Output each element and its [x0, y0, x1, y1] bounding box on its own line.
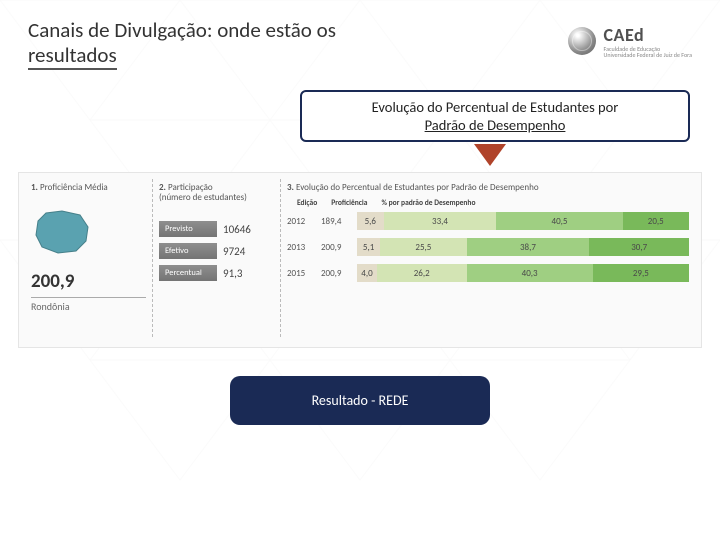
participation-row: Percentual 91,3: [159, 265, 274, 281]
bar-segment: 25,5: [380, 238, 466, 256]
state-map-icon: [31, 207, 93, 255]
state-name: Rondônia: [31, 297, 146, 313]
proficiencia-value: 200,9: [31, 270, 146, 293]
bar-segment: 20,5: [623, 212, 689, 230]
bottom-text: Resultado - REDE: [312, 392, 409, 409]
evol-year: 2013: [287, 242, 321, 253]
results-panel: 1. Proficiência Média 200,9 Rondônia 2. …: [18, 172, 702, 348]
evol-subheader: Edição Proficiência % por padrão de Dese…: [297, 199, 689, 208]
bottom-result-box: Resultado - REDE: [230, 376, 490, 425]
callout-line2: Padrão de Desempenho: [425, 116, 566, 134]
bar-set: 4,026,240,329,5: [357, 264, 689, 282]
col2-head: 2. Participação(número de estudantes): [159, 183, 274, 203]
bar-segment: 40,5: [496, 212, 622, 230]
part-value: 91,3: [223, 267, 242, 280]
col-evolucao: 3. Evolução do Percentual de Estudantes …: [281, 179, 695, 337]
part-label: Efetivo: [159, 243, 217, 259]
bar-set: 5,633,440,520,5: [357, 212, 689, 230]
bar-segment: 30,7: [589, 238, 689, 256]
logo-sphere-icon: [568, 27, 596, 55]
evolution-row: 2012189,45,633,440,520,5: [287, 212, 689, 230]
evol-year: 2012: [287, 216, 321, 227]
bar-segment: 33,4: [384, 212, 497, 230]
participation-row: Efetivo 9724: [159, 243, 274, 259]
bar-segment: 38,7: [467, 238, 590, 256]
part-value: 10646: [223, 223, 251, 236]
callout-line1: Evolução do Percentual de Estudantes por: [372, 98, 619, 116]
callout-box: Evolução do Percentual de Estudantes por…: [300, 90, 690, 142]
bar-segment: 29,5: [593, 264, 689, 282]
col1-head: 1. Proficiência Média: [31, 183, 146, 193]
col3-head: 3. Evolução do Percentual de Estudantes …: [287, 183, 689, 193]
evol-prof: 200,9: [321, 242, 357, 253]
bar-segment: 40,3: [467, 264, 593, 282]
bar-segment: 26,2: [377, 264, 467, 282]
evolution-row: 2015200,94,026,240,329,5: [287, 264, 689, 282]
evol-prof: 189,4: [321, 216, 357, 227]
title-line1: Canais de Divulgação: onde estão os: [28, 17, 336, 43]
title-line2: resultados: [28, 43, 117, 70]
col-proficiencia: 1. Proficiência Média 200,9 Rondônia: [25, 179, 153, 337]
evol-prof: 200,9: [321, 268, 357, 279]
evol-year: 2015: [287, 268, 321, 279]
participation-row: Previsto 10646: [159, 221, 274, 237]
logo-sub2: Universidade Federal de Juiz de Fora: [604, 52, 692, 58]
part-label: Previsto: [159, 221, 217, 237]
page-title: Canais de Divulgação: onde estão os resu…: [28, 18, 336, 70]
part-value: 9724: [223, 245, 245, 258]
bar-segment: 5,6: [357, 212, 384, 230]
bar-segment: 4,0: [357, 264, 377, 282]
arrow-down-icon: [474, 144, 506, 166]
part-label: Percentual: [159, 265, 217, 281]
col-participacao: 2. Participação(número de estudantes) Pr…: [153, 179, 281, 337]
evolution-row: 2013200,95,125,538,730,7: [287, 238, 689, 256]
logo-text: CAEd: [604, 24, 692, 46]
logo: CAEd Faculdade de Educação Universidade …: [568, 24, 692, 58]
bar-segment: 5,1: [357, 238, 380, 256]
bar-set: 5,125,538,730,7: [357, 238, 689, 256]
